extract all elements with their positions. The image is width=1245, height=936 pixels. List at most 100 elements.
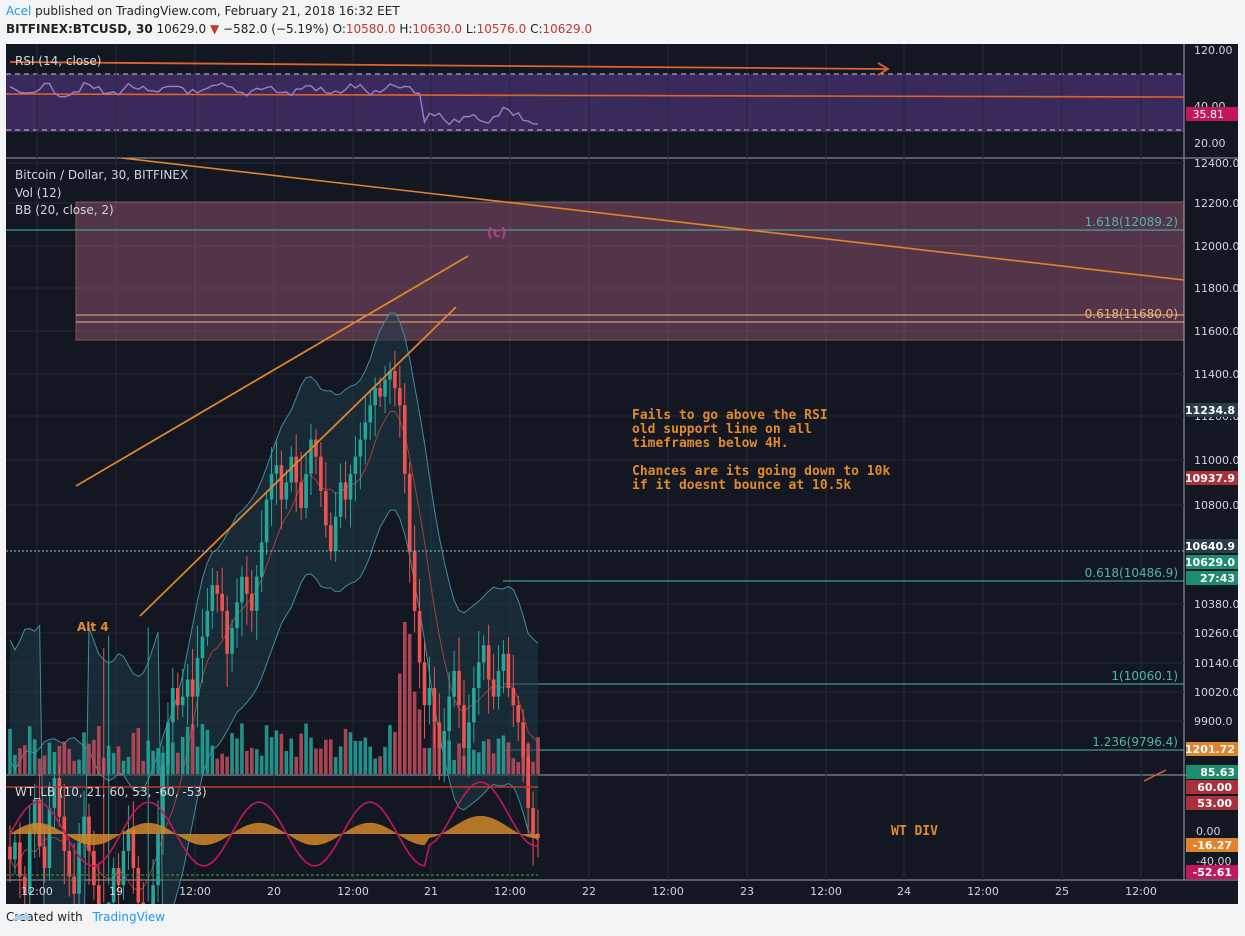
volume-bar xyxy=(393,731,397,774)
candle-body xyxy=(111,868,116,903)
tradingview-link[interactable]: TradingView xyxy=(92,910,166,924)
candle-body xyxy=(161,765,165,834)
price-tag-bg xyxy=(1186,765,1238,779)
volume-bar xyxy=(121,760,126,774)
y-tick-label: 10800.0 xyxy=(1194,499,1238,512)
volume-bar xyxy=(319,748,323,774)
candle-body xyxy=(210,585,215,611)
volume-bar xyxy=(136,727,141,774)
candle-body xyxy=(185,679,190,697)
volume-bar xyxy=(254,749,259,774)
candle-body xyxy=(57,778,62,817)
candle-body xyxy=(526,756,530,809)
candle-body xyxy=(284,482,289,500)
rsi-tick-label: 20.00 xyxy=(1194,137,1226,150)
x-tick-label: 25 xyxy=(1055,885,1069,898)
candle-body xyxy=(249,593,254,611)
candle-body xyxy=(151,885,155,904)
x-tick-label: 21 xyxy=(424,885,438,898)
candle-body xyxy=(501,653,506,671)
volume-bar xyxy=(486,739,491,774)
volume-bar xyxy=(501,735,506,774)
fib-label: 1.618(12089.2) xyxy=(1085,215,1178,229)
wt-indicator xyxy=(6,781,539,876)
candle-body xyxy=(427,688,432,706)
wt-tag: 60.00 xyxy=(1197,781,1232,794)
candle-body xyxy=(220,593,224,611)
volume-bar xyxy=(531,761,535,774)
x-tick-label: 20 xyxy=(267,885,281,898)
volume-bar xyxy=(427,748,432,774)
wedge-upper xyxy=(75,255,469,487)
candle-body xyxy=(32,799,37,830)
volume-bar xyxy=(72,760,76,774)
footer: Created with TradingView xyxy=(6,910,165,924)
volume-bar xyxy=(328,739,333,774)
x-tick-label: 12:00 xyxy=(967,885,999,898)
chart-canvas[interactable]: 1.618(12089.2) 0.618(11680.0) 0.618(10486.… xyxy=(6,44,1238,904)
candle-body xyxy=(200,636,205,659)
volume-bar xyxy=(215,758,220,774)
candle-body xyxy=(314,439,318,457)
candle-body xyxy=(531,808,535,834)
wt-tag: 53.00 xyxy=(1197,797,1232,810)
candle-body xyxy=(343,482,348,500)
volume-bar xyxy=(37,758,42,774)
volume-bar xyxy=(245,750,249,774)
volume-bar xyxy=(402,622,407,774)
candle-body xyxy=(166,722,170,766)
candle-body xyxy=(481,645,486,663)
volume-bar xyxy=(363,737,368,774)
rsi-support-line xyxy=(6,93,1185,98)
candle-body xyxy=(121,850,126,886)
y-tick-label: 12000.0 xyxy=(1194,240,1238,253)
volume-bar xyxy=(373,758,377,774)
volume-bar xyxy=(240,723,244,774)
volume-bar xyxy=(230,733,234,774)
fib-label: 0.618(10486.9) xyxy=(1085,566,1178,580)
volume-bar xyxy=(67,748,72,774)
volume-bar xyxy=(343,728,348,774)
volume-bar xyxy=(481,741,486,774)
candle-body xyxy=(294,456,299,483)
volume-bar xyxy=(18,748,22,774)
volume-bar xyxy=(476,752,481,774)
candle-body xyxy=(180,696,185,706)
volume-bar xyxy=(23,745,27,774)
x-tick-label: 12:00 xyxy=(21,885,53,898)
x-tick-label: 12:00 xyxy=(1125,885,1157,898)
candle-body xyxy=(407,473,412,551)
candle-body xyxy=(402,405,407,474)
y-tick-label: 12400.0 xyxy=(1194,157,1238,170)
candle-body xyxy=(279,465,284,500)
volume-bar xyxy=(47,742,52,774)
candle-body xyxy=(67,850,72,877)
x-tick-label: 12:00 xyxy=(652,885,684,898)
candle-body xyxy=(383,379,387,397)
candle-body xyxy=(324,490,328,526)
wt-tick-label: 0.00 xyxy=(1196,825,1221,838)
wt-tag-bg xyxy=(1186,796,1238,810)
candle-body xyxy=(516,705,521,723)
y-tick-label: 10020.0 xyxy=(1194,686,1238,699)
main-down-trendline xyxy=(121,157,1185,281)
candle-body xyxy=(126,829,131,851)
candle-body xyxy=(230,628,234,654)
fib-label: 1.236(9796.4) xyxy=(1092,735,1178,749)
chart-area[interactable]: 1.618(12089.2) 0.618(11680.0) 0.618(10486.… xyxy=(6,44,1238,904)
volume-bar xyxy=(264,725,269,774)
y-tick-label: 11800.0 xyxy=(1194,282,1238,295)
candle-body xyxy=(309,439,313,474)
volume-bar xyxy=(57,745,62,774)
bb-lower xyxy=(9,509,539,904)
volume-bar xyxy=(452,759,456,774)
candle-body xyxy=(496,670,501,697)
wt-tag: -52.61 xyxy=(1193,866,1232,879)
price-title: Bitcoin / Dollar, 30, BITFINEX xyxy=(15,168,188,182)
wt-tag-bg xyxy=(1186,865,1238,879)
wave-c-label: (c) xyxy=(487,226,507,241)
volume-bar xyxy=(32,739,37,774)
y-tick-label: 12200.0 xyxy=(1194,197,1238,210)
fib-levels: 1.618(12089.2) 0.618(11680.0) 0.618(10486.… xyxy=(6,215,1184,751)
author-link[interactable]: Acel xyxy=(6,4,32,18)
